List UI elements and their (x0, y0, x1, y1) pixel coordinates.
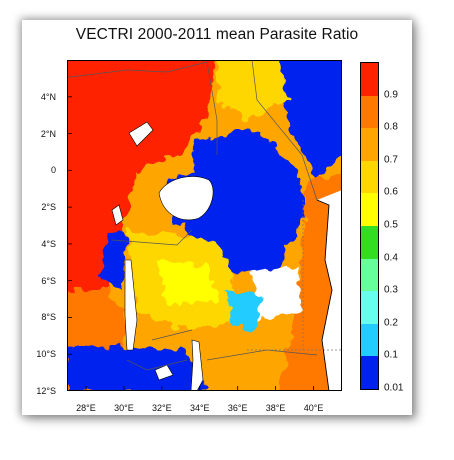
colorbar-label: 0.3 (384, 284, 398, 296)
lon-label: 34°E (189, 403, 210, 413)
colorbar (360, 62, 379, 390)
lat-label: 2°S (41, 202, 56, 213)
lake-kivu (111, 204, 124, 226)
map-border (67, 60, 342, 391)
lon-label: 32°E (152, 403, 172, 413)
lat-label: 4°S (41, 238, 56, 249)
lat-label: 8°S (41, 312, 56, 323)
lake-albert (128, 121, 154, 147)
colorbar-label: 0.6 (384, 186, 398, 198)
colorbar-label: 0.9 (384, 89, 398, 101)
field-orange-south (197, 325, 267, 391)
colorbar-segment (361, 291, 378, 325)
field-blue-north-east (278, 60, 342, 180)
map-figure: VECTRI 2000-2011 mean Parasite Ratio (22, 20, 412, 415)
lat-label: 0 (50, 165, 56, 176)
colorbar-label: 0.5 (384, 219, 398, 231)
lon-label: 28°E (76, 403, 96, 413)
colorbar-segment (361, 95, 378, 129)
lon-label: 36°E (227, 403, 248, 413)
map-canvas (67, 60, 342, 391)
colorbar-segment (361, 323, 378, 357)
colorbar-label: 0.2 (384, 317, 398, 329)
field-red-north-west (67, 60, 216, 298)
colorbar-segment (361, 160, 378, 194)
lake-tanganyika (124, 259, 138, 351)
colorbar-label: 0.8 (384, 121, 398, 133)
colorbar-segment (361, 356, 378, 390)
field-blue-south-west (67, 345, 207, 391)
field-cyan-patch (227, 290, 262, 330)
colorbar-label: 0.4 (384, 252, 398, 264)
lon-label: 30°E (114, 403, 134, 413)
lat-label: 4°N (40, 91, 56, 102)
map-title: VECTRI 2000-2011 mean Parasite Ratio (75, 26, 359, 43)
lat-label: 12°S (36, 386, 56, 396)
field-yellow-north (217, 60, 287, 120)
field-blue-central (187, 130, 307, 275)
field-blue-rift (102, 230, 127, 290)
lat-label: 6°S (41, 275, 56, 286)
lake-victoria (158, 176, 214, 221)
colorbar-label: 0.1 (384, 349, 398, 361)
field-yellow-bright (157, 260, 217, 305)
lake-malawi (190, 339, 204, 391)
lon-label: 38°E (265, 403, 286, 413)
colorbar-segment (361, 258, 378, 292)
axis-ticks (67, 96, 314, 391)
colorbar-label: 0.7 (384, 154, 398, 166)
colorbar-segment (361, 193, 378, 227)
lat-label: 2°N (40, 128, 56, 139)
colorbar-segment (361, 63, 378, 97)
coastline (316, 199, 333, 391)
lon-label: 40°E (303, 403, 324, 413)
colorbar-label: 0.01 (384, 382, 404, 394)
field-white-east (252, 265, 302, 320)
lat-label: 10°S (36, 349, 56, 360)
grid-dashed (247, 200, 342, 351)
colorbar-segment (361, 128, 378, 162)
colorbar-segment (361, 226, 378, 260)
country-borders (67, 60, 318, 371)
parasite-ratio-map (67, 60, 342, 391)
lake-mweru (154, 364, 174, 381)
indian-ocean (317, 190, 342, 391)
